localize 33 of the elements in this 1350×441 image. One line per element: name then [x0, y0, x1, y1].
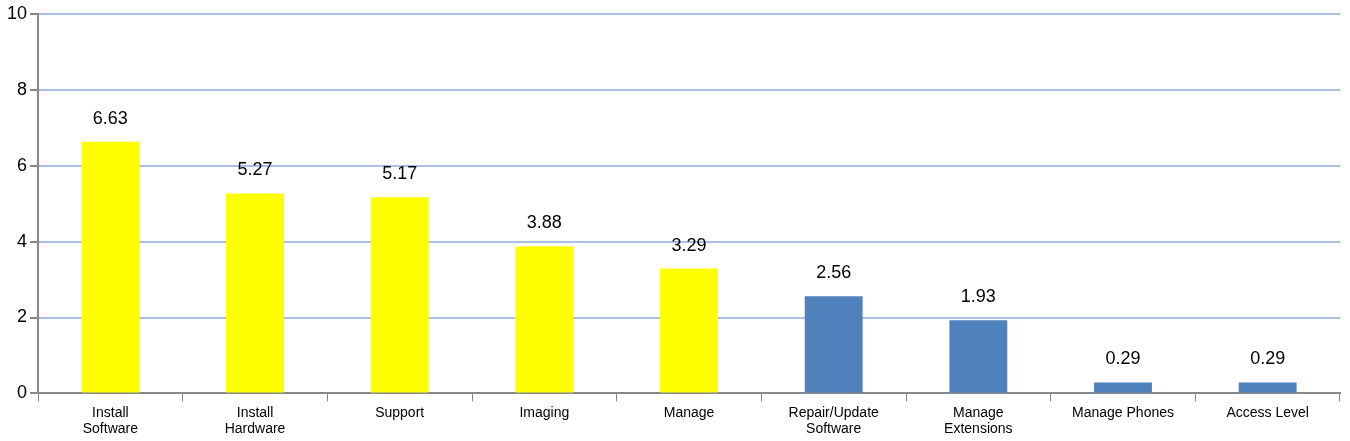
y-tick-label: 0 [17, 382, 28, 403]
data-label: 5.17 [382, 163, 418, 184]
y-tick-label: 2 [17, 306, 28, 327]
x-tick-label: Manage Phones [1072, 403, 1174, 420]
x-tick-label: Access Level [1226, 403, 1309, 420]
x-tick-label: Imaging [519, 403, 570, 420]
data-label: 6.63 [92, 107, 128, 128]
data-label: 3.29 [671, 234, 707, 255]
bar [370, 197, 429, 393]
bar [1238, 382, 1297, 393]
bar [81, 141, 140, 393]
bar [804, 296, 863, 393]
data-label: 0.29 [1250, 348, 1286, 369]
y-tick-label: 10 [6, 2, 28, 23]
x-tick-label: Support [375, 403, 425, 420]
x-tick-label: Install Hardware [224, 403, 286, 437]
y-tick-label: 4 [17, 230, 28, 251]
data-label: 1.93 [960, 286, 996, 307]
bar [660, 268, 718, 393]
x-tick-label: Manage [663, 403, 715, 420]
bar [1094, 382, 1152, 393]
data-label: 5.27 [237, 159, 273, 180]
data-label: 2.56 [816, 262, 852, 283]
y-tick-label: 6 [17, 154, 28, 175]
data-label: 0.29 [1105, 348, 1141, 369]
x-tick-label: Manage Extensions [944, 403, 1013, 437]
x-tick-label: Repair/Update Software [788, 403, 880, 437]
bar [949, 320, 1008, 393]
bar [226, 193, 284, 393]
x-tick-label: Install Software [82, 403, 139, 437]
y-tick-label: 8 [17, 78, 28, 99]
bar [515, 246, 574, 393]
data-label: 3.88 [526, 212, 562, 233]
